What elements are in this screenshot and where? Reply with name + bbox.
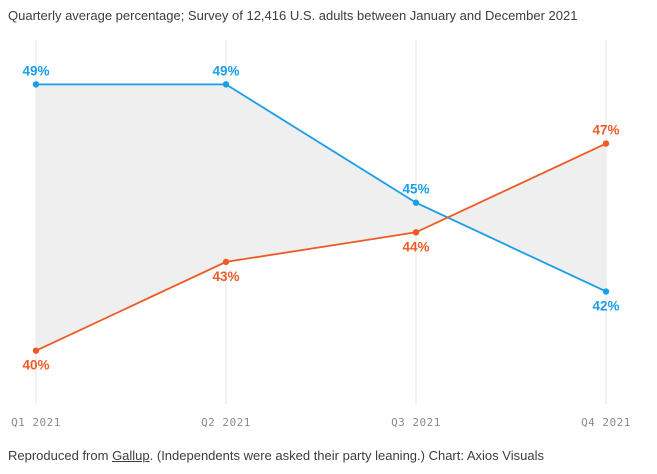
series-line-0 [36,83,607,293]
data-label: 42% [592,298,619,313]
data-label: 47% [592,123,619,138]
data-label: 44% [402,239,429,254]
data-label: 40% [22,358,49,373]
gallup-link[interactable]: Gallup [112,448,150,463]
x-axis-ticks: Q1 2021 Q2 2021 Q3 2021 Q4 2021 [11,416,631,429]
data-label: 49% [22,63,49,78]
source-suffix: . (Independents were asked their party l… [149,448,544,463]
chart-subtitle: Quarterly average percentage; Survey of … [8,8,578,23]
x-tick-label: Q2 2021 [201,416,251,429]
data-point [222,258,230,266]
fill-between-series [36,84,606,351]
series-line-1 [35,142,607,352]
data-point [602,288,610,295]
data-point [602,140,610,147]
chart-source-note: Reproduced from Gallup. (Independents we… [8,448,544,463]
data-label: 45% [402,182,429,197]
gap-fill [36,84,606,351]
data-labels: 49% 49% 45% 42% 40% 43% 44% 47% [22,63,619,372]
data-point [412,199,420,206]
data-points [32,81,610,354]
x-tick-label: Q4 2021 [581,416,631,429]
source-prefix: Reproduced from [8,448,113,463]
data-point [32,81,40,88]
x-tick-label: Q1 2021 [11,416,61,429]
x-tick-label: Q3 2021 [391,416,441,429]
data-point [222,81,230,88]
data-point [32,347,40,354]
data-point [412,229,420,236]
series-lines [35,83,607,352]
data-label: 49% [212,63,239,78]
data-label: 43% [212,269,239,284]
